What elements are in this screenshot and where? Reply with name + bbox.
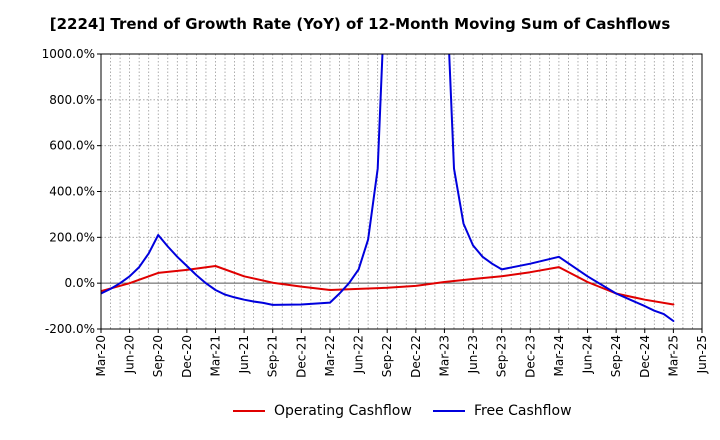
x-tick-label: Dec-23 — [523, 335, 537, 378]
x-tick-label: Jun-22 — [352, 335, 366, 374]
legend-label-free-cashflow: Free Cashflow — [474, 403, 572, 419]
x-tick-label: Jun-20 — [123, 335, 137, 374]
x-tick-label: Dec-20 — [180, 335, 194, 378]
y-tick-label: 0.0% — [65, 276, 96, 290]
x-tick-label: Jun-25 — [695, 335, 709, 374]
legend: Operating Cashflow Free Cashflow — [0, 403, 720, 427]
legend-swatch-free-cashflow — [433, 410, 465, 412]
x-tick-label: Mar-24 — [552, 335, 566, 376]
y-tick-label: -200.0% — [45, 322, 95, 336]
y-tick-label: 800.0% — [49, 93, 95, 107]
x-tick-label: Mar-21 — [208, 335, 222, 376]
x-axis-ticks: Mar-20 Jun-20 Sep-20 Dec-20 Mar-21 Jun-21 Sep-… — [94, 329, 709, 378]
operating-cashflow-line — [101, 265, 675, 306]
x-tick-label: Dec-22 — [409, 335, 423, 378]
x-tick-label: Mar-22 — [323, 335, 337, 376]
x-tick-label: Sep-24 — [609, 335, 623, 377]
x-tick-label: Mar-25 — [666, 335, 680, 376]
x-tick-label: Sep-21 — [266, 335, 280, 377]
y-tick-label: 1000.0% — [42, 47, 95, 61]
chart-title: [2224] Trend of Growth Rate (YoY) of 12-… — [49, 15, 671, 33]
x-tick-label: Sep-22 — [380, 335, 394, 377]
series-lines — [101, 54, 675, 322]
legend-label-operating-cashflow: Operating Cashflow — [274, 403, 412, 419]
x-tick-label: Jun-21 — [237, 335, 251, 374]
free-cashflow-line — [101, 54, 675, 322]
y-axis-ticks: 1000.0% 800.0% 600.0% 400.0% 200.0% 0.0% -200.… — [42, 47, 101, 336]
legend-item-operating-cashflow: Operating Cashflow — [233, 403, 412, 419]
y-tick-label: 400.0% — [49, 185, 95, 199]
x-tick-label: Sep-20 — [151, 335, 165, 377]
x-tick-label: Jun-24 — [581, 335, 595, 374]
x-tick-label: Mar-20 — [94, 335, 108, 376]
y-tick-label: 200.0% — [49, 230, 95, 244]
x-tick-label: Mar-23 — [437, 335, 451, 376]
x-tick-label: Jun-23 — [466, 335, 480, 374]
x-tick-label: Dec-24 — [638, 335, 652, 378]
grid-lines — [101, 54, 702, 329]
x-tick-label: Dec-21 — [294, 335, 308, 378]
x-tick-label: Sep-23 — [495, 335, 509, 377]
y-tick-label: 600.0% — [49, 139, 95, 153]
legend-item-free-cashflow: Free Cashflow — [433, 403, 572, 419]
legend-swatch-operating-cashflow — [233, 410, 265, 412]
